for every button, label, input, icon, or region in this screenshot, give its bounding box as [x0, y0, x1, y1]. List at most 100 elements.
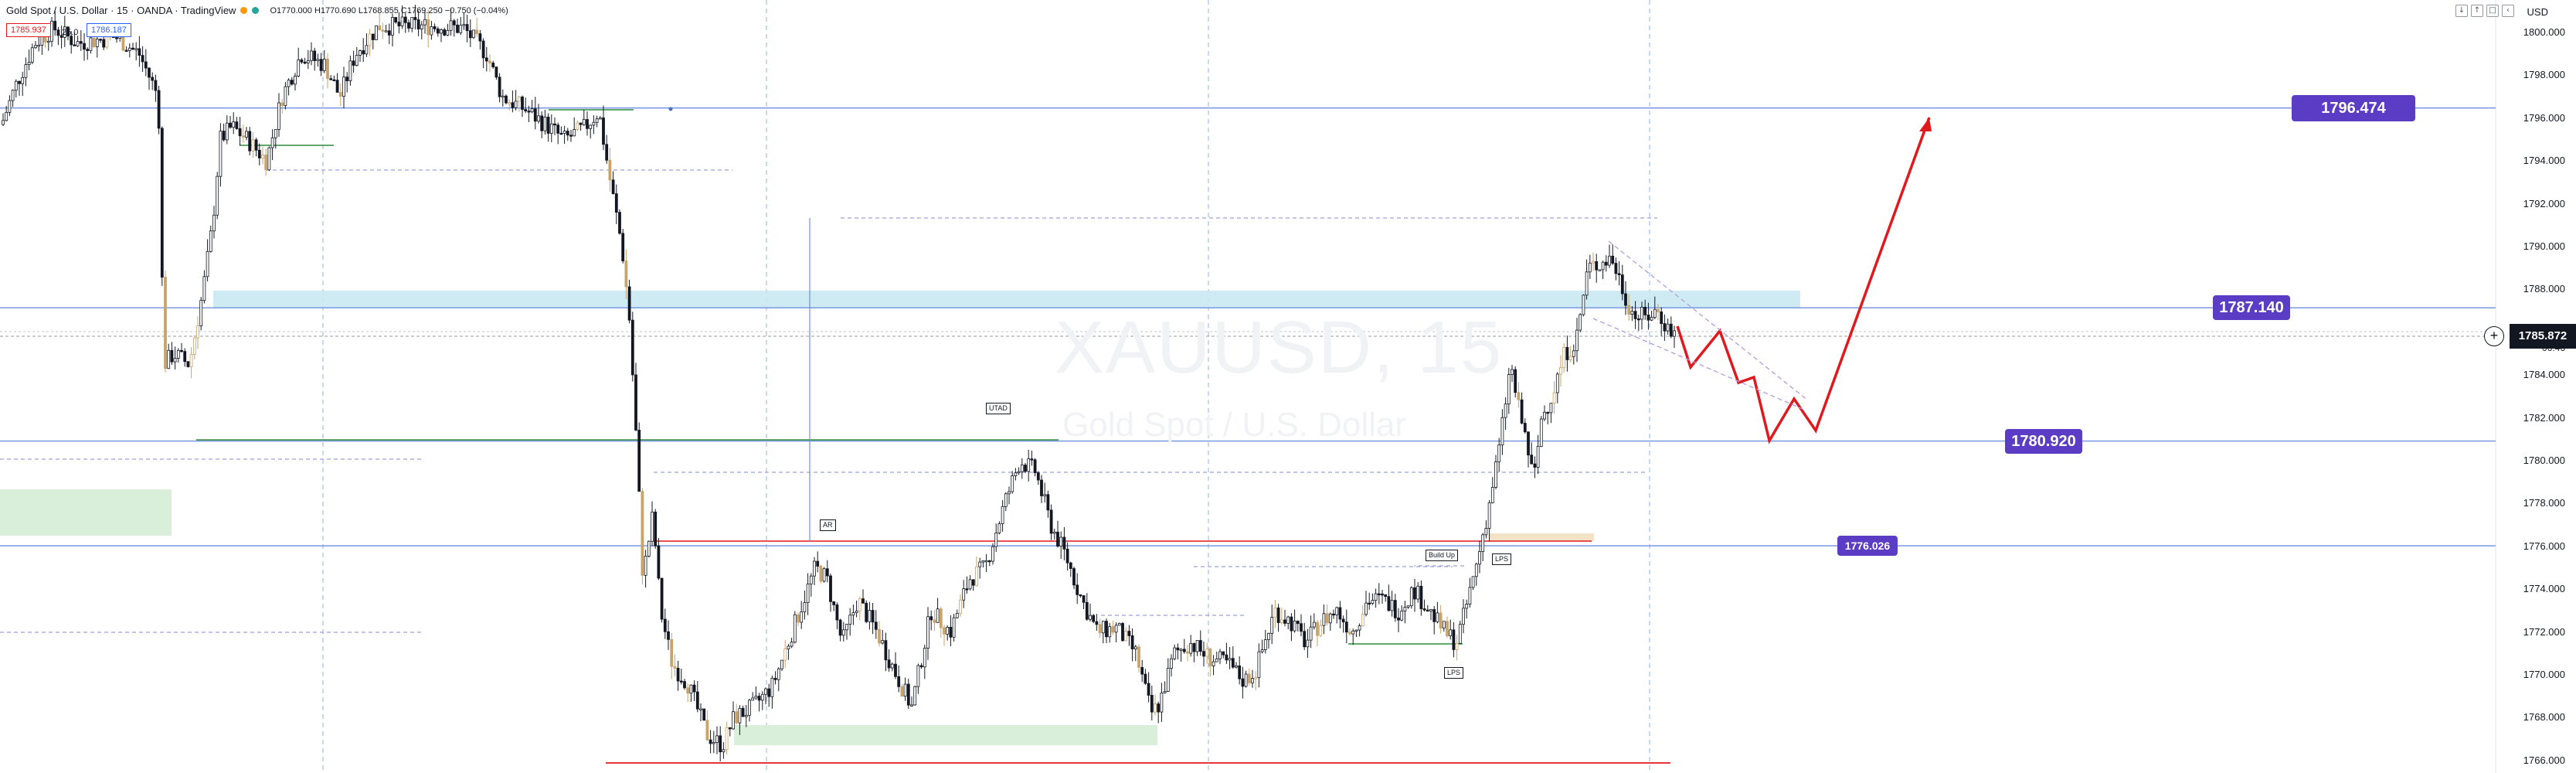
candle-body	[1225, 654, 1229, 661]
candle-body	[1027, 458, 1031, 472]
candle-body	[981, 560, 985, 563]
candle-body	[362, 50, 365, 55]
candle-body	[170, 349, 174, 363]
level-tag[interactable]: 1787.140	[2213, 295, 2290, 321]
candle-body	[926, 616, 929, 649]
demand-zone-bottom	[734, 725, 1157, 745]
candle-body	[614, 193, 618, 213]
candle-body	[192, 337, 196, 355]
currency-selector[interactable]: USD	[2527, 6, 2548, 18]
candle-body	[397, 22, 401, 26]
level-tag[interactable]: 1780.920	[2005, 428, 2082, 454]
candle-body	[1267, 632, 1270, 640]
candle-body	[919, 665, 923, 668]
candle-body	[151, 77, 155, 81]
channel-upper	[1608, 240, 1809, 401]
candle-body	[1235, 665, 1238, 668]
candle-body	[1611, 255, 1615, 264]
price-tick-label: 1776.000	[2523, 540, 2565, 552]
candle-body	[138, 48, 141, 56]
candle-body	[1076, 584, 1079, 595]
candle-body	[1624, 293, 1627, 306]
level-tag[interactable]: 1796.474	[2292, 94, 2415, 121]
candle-body	[355, 55, 359, 66]
candle-body	[1449, 629, 1453, 637]
candle-body	[517, 96, 521, 102]
candle-body	[1588, 262, 1592, 273]
candle-body	[180, 349, 183, 352]
candle-body	[1140, 666, 1144, 675]
candle-body	[300, 60, 304, 63]
candle-body	[345, 77, 349, 81]
candle-body	[841, 629, 845, 636]
candle-body	[848, 615, 852, 625]
candle-body	[1455, 642, 1459, 650]
candle-body	[1487, 502, 1491, 529]
candle-body	[322, 59, 326, 71]
candle-body	[630, 319, 634, 376]
candle-body	[498, 77, 501, 97]
candle-body	[391, 17, 394, 36]
candle-body	[764, 688, 767, 695]
candle-body	[8, 100, 12, 113]
candle-body	[206, 250, 209, 278]
candle-body	[943, 627, 946, 635]
candle-body	[157, 90, 161, 129]
ask-button[interactable]: 1786.187	[87, 23, 131, 37]
candle-body	[407, 22, 410, 29]
candle-body	[1341, 618, 1345, 623]
candle-body	[287, 80, 291, 87]
price-tick-label: 1768.000	[2523, 711, 2565, 724]
candle-body	[303, 61, 307, 64]
ohlc-high: H1770.690	[314, 5, 356, 15]
candle-body	[728, 727, 732, 730]
price-tick-label: 1778.000	[2523, 497, 2565, 509]
candle-body	[261, 155, 264, 158]
price-tick-label: 1784.000	[2523, 369, 2565, 381]
candle-body	[92, 37, 96, 47]
candle-body	[592, 121, 596, 126]
symbol-title[interactable]: Gold Spot / U.S. Dollar · 15 · OANDA · T…	[6, 5, 236, 16]
candle-body	[199, 300, 203, 326]
candle-body	[579, 122, 583, 125]
candle-body	[50, 21, 53, 42]
candle-body	[1082, 595, 1086, 603]
candle-body	[702, 708, 706, 721]
candle-body	[838, 619, 842, 636]
candle-body	[767, 688, 771, 697]
candle-body	[1517, 392, 1521, 400]
level-tag[interactable]: 1776.026	[1837, 536, 1898, 557]
candle-body	[582, 119, 586, 125]
candle-body	[222, 131, 226, 141]
candle-body	[30, 47, 34, 63]
candle-body	[378, 26, 382, 31]
candle-body	[1111, 626, 1115, 633]
candle-body	[1328, 613, 1332, 624]
maximize-icon[interactable]: □	[2486, 5, 2499, 17]
candle-body	[436, 28, 440, 34]
candle-body	[634, 374, 637, 431]
candle-body	[1276, 608, 1280, 623]
candle-body	[59, 35, 63, 38]
candle-body	[521, 96, 524, 110]
candle-body	[894, 663, 897, 677]
candle-body	[1377, 593, 1381, 595]
candle-body	[1231, 658, 1235, 668]
candle-body	[1322, 613, 1326, 626]
candle-body	[1260, 649, 1264, 652]
add-alert-plus-icon[interactable]: +	[2484, 326, 2504, 346]
candle-body	[371, 33, 375, 40]
bid-button[interactable]: 1785.937	[6, 23, 51, 37]
candle-body	[816, 560, 820, 567]
candle-body	[741, 707, 745, 717]
candle-body	[1043, 494, 1047, 496]
up-arrow-icon[interactable]: ↑	[2471, 5, 2483, 17]
down-arrow-icon[interactable]: ↓	[2455, 5, 2468, 17]
collapse-icon[interactable]: ‹	[2502, 5, 2514, 17]
candle-body	[212, 214, 216, 232]
candle-body	[1056, 531, 1059, 547]
candle-body	[316, 59, 320, 61]
candle-body	[1630, 311, 1634, 315]
candle-body	[280, 102, 284, 107]
